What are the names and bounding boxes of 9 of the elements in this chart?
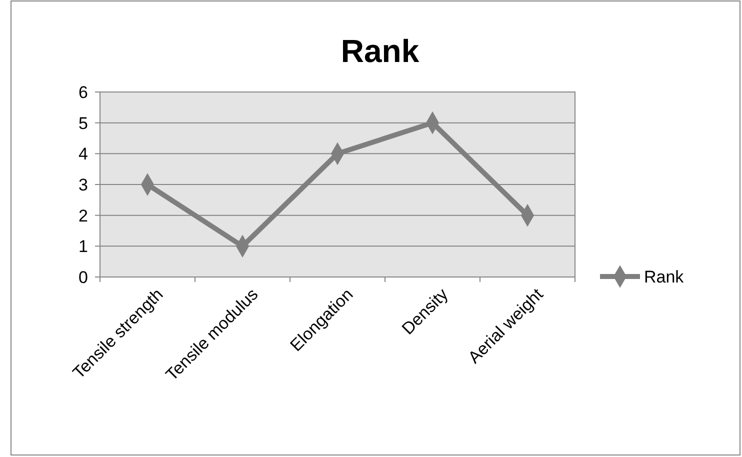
y-tick-label: 3 bbox=[78, 175, 88, 194]
chart-title: Rank bbox=[340, 33, 420, 69]
y-tick-label: 4 bbox=[78, 144, 88, 164]
y-tick-label: 0 bbox=[78, 268, 88, 287]
y-tick-label: 1 bbox=[78, 237, 88, 256]
y-tick-label: 2 bbox=[78, 206, 88, 226]
legend-label: Rank bbox=[644, 267, 684, 286]
y-tick-label: 6 bbox=[78, 82, 88, 102]
y-tick-label: 5 bbox=[78, 114, 88, 133]
